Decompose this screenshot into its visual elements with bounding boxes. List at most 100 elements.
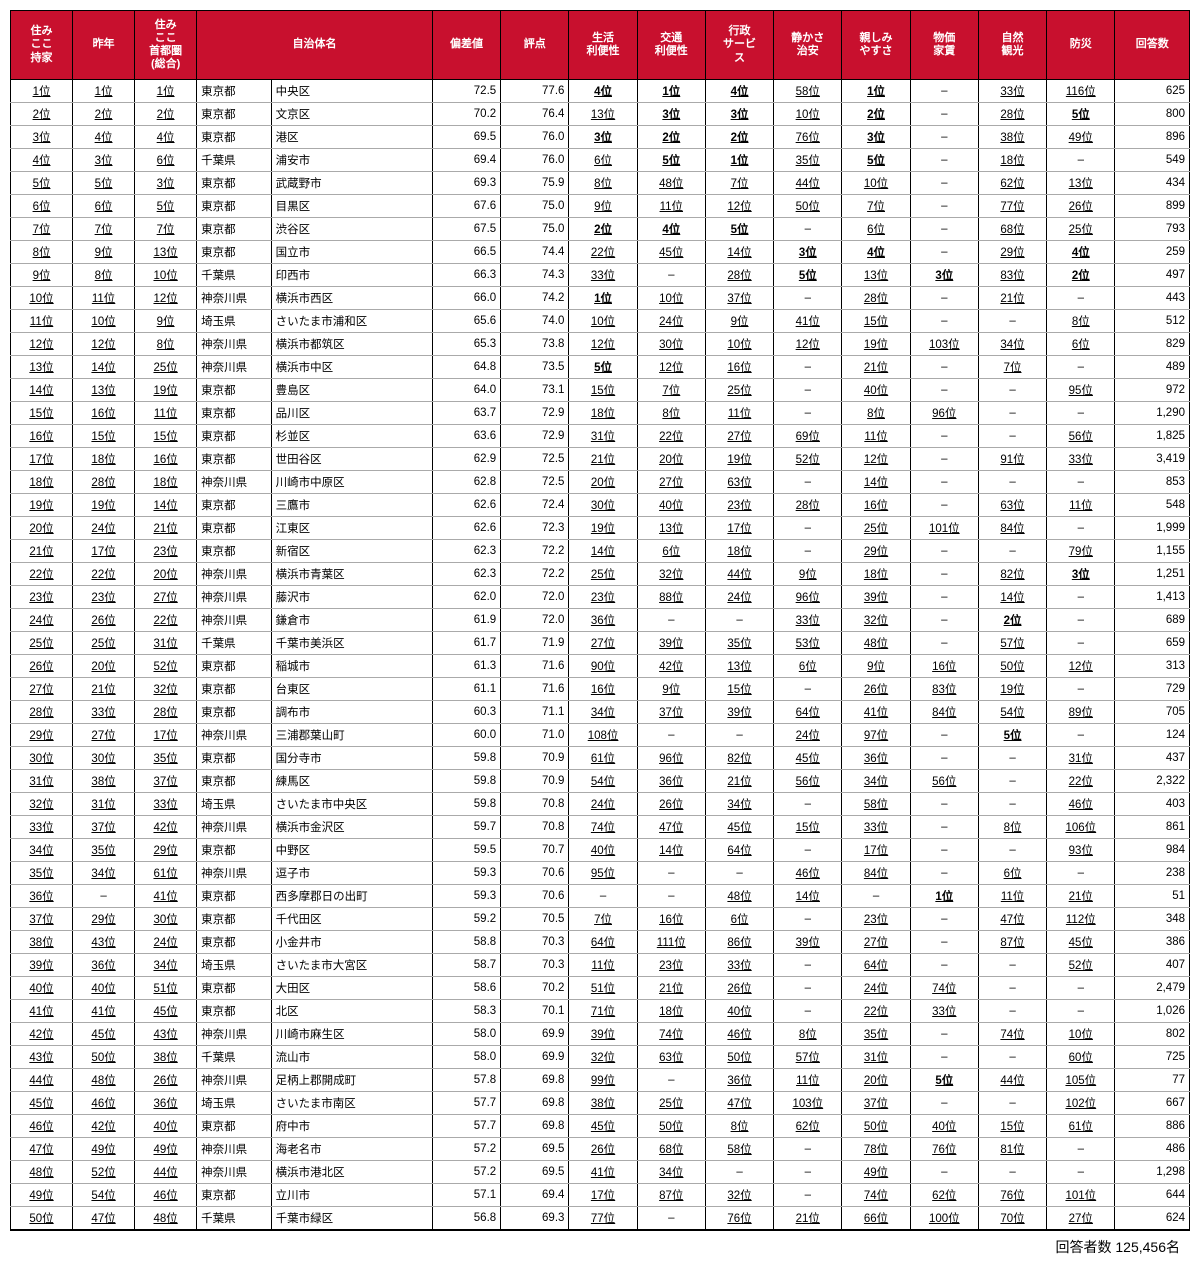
table-cell: 434	[1115, 172, 1190, 195]
table-cell: 17位	[135, 724, 197, 747]
table-cell: –	[910, 379, 978, 402]
table-cell: 東京都	[197, 1115, 271, 1138]
table-cell: –	[910, 954, 978, 977]
table-cell: –	[978, 747, 1046, 770]
table-cell: –	[774, 517, 842, 540]
table-cell: 1位	[705, 149, 773, 172]
table-cell: 96位	[774, 586, 842, 609]
footer-label: 回答者数	[1056, 1239, 1112, 1255]
table-cell: 24位	[705, 586, 773, 609]
table-cell: 38位	[569, 1092, 637, 1115]
table-cell: 7位	[978, 356, 1046, 379]
table-cell: 39位	[637, 632, 705, 655]
table-cell: 1,155	[1115, 540, 1190, 563]
table-cell: 5位	[705, 218, 773, 241]
table-cell: 403	[1115, 793, 1190, 816]
table-cell: 19位	[842, 333, 910, 356]
table-cell: 27位	[842, 931, 910, 954]
table-cell: –	[1047, 517, 1115, 540]
table-cell: –	[910, 126, 978, 149]
table-cell: 58位	[774, 80, 842, 103]
table-row: 45位46位36位埼玉県さいたま市南区57.769.838位25位47位103位…	[11, 1092, 1190, 1115]
table-cell: 15位	[978, 1115, 1046, 1138]
table-cell: 神奈川県	[197, 1161, 271, 1184]
table-cell: 36位	[11, 885, 73, 908]
table-cell: 76位	[910, 1138, 978, 1161]
table-cell: 34位	[637, 1161, 705, 1184]
table-cell: 16位	[842, 494, 910, 517]
table-cell: 印西市	[271, 264, 432, 287]
table-cell: 93位	[1047, 839, 1115, 862]
table-cell: 3位	[1047, 563, 1115, 586]
table-cell: 22位	[569, 241, 637, 264]
table-cell: 48位	[73, 1069, 135, 1092]
table-row: 29位27位17位神奈川県三浦郡葉山町60.071.0108位––24位97位–…	[11, 724, 1190, 747]
table-cell: 69.8	[501, 1092, 569, 1115]
table-cell: 28位	[11, 701, 73, 724]
table-row: 24位26位22位神奈川県鎌倉市61.972.036位––33位32位–2位–6…	[11, 609, 1190, 632]
table-cell: 33位	[73, 701, 135, 724]
table-cell: 30位	[73, 747, 135, 770]
table-cell: 72.2	[501, 563, 569, 586]
table-cell: 4位	[705, 80, 773, 103]
table-cell: 45位	[1047, 931, 1115, 954]
table-row: 30位30位35位東京都国分寺市59.870.961位96位82位45位36位–…	[11, 747, 1190, 770]
table-cell: 70.2	[432, 103, 500, 126]
table-cell: 71.0	[501, 724, 569, 747]
table-cell: 国分寺市	[271, 747, 432, 770]
table-cell: –	[910, 1023, 978, 1046]
table-cell: 6位	[842, 218, 910, 241]
h-score: 評点	[501, 11, 569, 80]
table-cell: 23位	[73, 586, 135, 609]
table-cell: 16位	[135, 448, 197, 471]
table-cell: –	[774, 471, 842, 494]
table-cell: 6位	[11, 195, 73, 218]
table-cell: 千葉県	[197, 264, 271, 287]
table-cell: 33位	[135, 793, 197, 816]
table-cell: 800	[1115, 103, 1190, 126]
table-cell: 5位	[135, 195, 197, 218]
table-cell: 443	[1115, 287, 1190, 310]
table-cell: 88位	[637, 586, 705, 609]
table-cell: 2位	[11, 103, 73, 126]
table-row: 49位54位46位東京都立川市57.169.417位87位32位–74位62位7…	[11, 1184, 1190, 1207]
table-cell: –	[978, 793, 1046, 816]
table-cell: –	[774, 678, 842, 701]
table-cell: –	[910, 149, 978, 172]
table-cell: 神奈川県	[197, 1069, 271, 1092]
table-cell: –	[1047, 1161, 1115, 1184]
table-cell: 18位	[11, 471, 73, 494]
table-cell: 69.8	[501, 1115, 569, 1138]
table-cell: 83位	[910, 678, 978, 701]
table-cell: 江東区	[271, 517, 432, 540]
table-cell: –	[910, 931, 978, 954]
table-cell: 725	[1115, 1046, 1190, 1069]
table-cell: 34位	[705, 793, 773, 816]
table-cell: 東京都	[197, 885, 271, 908]
table-cell: 5位	[1047, 103, 1115, 126]
table-row: 27位21位32位東京都台東区61.171.616位9位15位–26位83位19…	[11, 678, 1190, 701]
table-cell: 5位	[637, 149, 705, 172]
table-cell: 12位	[637, 356, 705, 379]
table-cell: 41位	[569, 1161, 637, 1184]
table-cell: –	[774, 1000, 842, 1023]
table-row: 47位49位49位神奈川県海老名市57.269.526位68位58位–78位76…	[11, 1138, 1190, 1161]
table-cell: 神奈川県	[197, 287, 271, 310]
table-cell: 38位	[135, 1046, 197, 1069]
table-cell: 38位	[73, 770, 135, 793]
table-cell: 3位	[842, 126, 910, 149]
table-cell: 91位	[978, 448, 1046, 471]
table-cell: 64.0	[432, 379, 500, 402]
table-cell: 54位	[978, 701, 1046, 724]
table-cell: –	[910, 816, 978, 839]
table-row: 16位15位15位東京都杉並区63.672.931位22位27位69位11位––…	[11, 425, 1190, 448]
table-cell: 33位	[774, 609, 842, 632]
table-cell: –	[978, 1046, 1046, 1069]
table-cell: 57位	[774, 1046, 842, 1069]
table-cell: 486	[1115, 1138, 1190, 1161]
table-cell: 62位	[774, 1115, 842, 1138]
table-cell: 1位	[842, 80, 910, 103]
table-cell: 79位	[1047, 540, 1115, 563]
table-cell: 19位	[978, 678, 1046, 701]
table-cell: 61.7	[432, 632, 500, 655]
